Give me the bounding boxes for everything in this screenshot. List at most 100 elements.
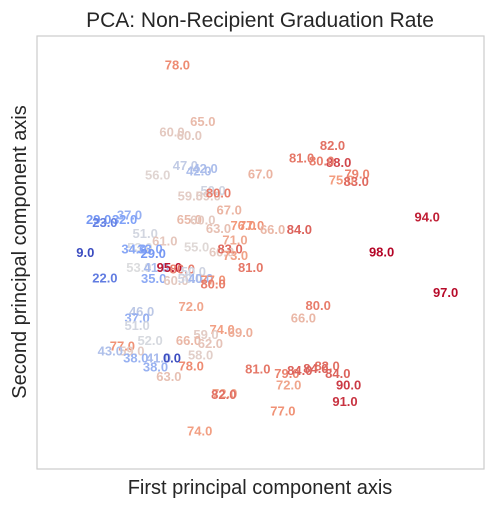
point-label: 65.0 — [177, 212, 202, 227]
point-label: 65.0 — [190, 114, 215, 129]
x-axis-label: First principal component axis — [128, 477, 393, 499]
point-label: 77.0 — [239, 218, 264, 233]
point-label: 90.0 — [336, 378, 361, 393]
data-points: 78.065.060.060.082.081.0 88.080.047.042.0… — [76, 58, 458, 439]
point-label: 35.0 — [141, 271, 166, 286]
point-label: 22.0 — [92, 270, 117, 285]
point-label: 60.0 — [177, 128, 202, 143]
y-axis-label: Second principal component axis — [9, 105, 31, 399]
point-label: 42.0 — [186, 163, 211, 178]
point-label: 88.0 — [326, 155, 351, 170]
point-label: 33.0 — [137, 241, 162, 256]
point-label: 9.0 — [76, 245, 94, 260]
point-label: 37.0 — [124, 311, 149, 326]
point-label: 79.0 — [344, 166, 369, 181]
point-label: 66.0 — [291, 311, 316, 326]
point-label: 80.0 — [200, 276, 225, 291]
point-label: 83.0 — [344, 174, 369, 189]
point-label: 69.0 — [228, 325, 253, 340]
point-label: 95.0 — [157, 260, 182, 275]
point-label: 40.0 — [188, 271, 213, 286]
point-label: 72.0 — [212, 386, 237, 401]
point-label: 59.0 — [119, 344, 144, 359]
point-label: 56.0 — [145, 167, 170, 182]
point-label: 32.0 — [112, 212, 137, 227]
point-label: 66.0 — [260, 222, 285, 237]
point-label: 83.0 — [217, 241, 242, 256]
point-label: 67.0 — [217, 202, 242, 217]
point-label: 43.0 — [98, 344, 123, 359]
point-label: 60.0 — [209, 244, 234, 259]
point-label: 97.0 — [433, 285, 458, 300]
point-label: 78.0 — [165, 58, 190, 73]
point-label: 50.0 — [178, 271, 203, 286]
point-label: 80.0 — [170, 262, 195, 277]
point-label: 84.0 — [303, 361, 328, 376]
point-label: 77.0 — [200, 273, 225, 288]
point-label: 78.0 — [179, 359, 204, 374]
point-label: 81.0 — [238, 260, 263, 275]
point-label: 77.0 — [110, 338, 135, 353]
plot-area — [36, 35, 485, 470]
point-label: 37.0 — [117, 208, 142, 223]
point-label: 41.0 — [146, 350, 171, 365]
point-label: 82.0 — [211, 387, 236, 402]
point-label: 60.0 — [190, 213, 215, 228]
point-label: 47.0 — [173, 158, 198, 173]
chart-title: PCA: Non-Recipient Graduation Rate — [86, 9, 434, 32]
point-label: 42.0 — [192, 161, 217, 176]
point-label: 80.0 — [206, 185, 231, 200]
point-label: 73.0 — [223, 248, 248, 263]
point-label: 74.0 — [187, 424, 212, 439]
point-label: 29.0 — [86, 212, 111, 227]
point-label: 84.0 — [287, 222, 312, 237]
point-label: 84.0 — [287, 363, 312, 378]
point-label: 80.0 — [306, 298, 331, 313]
point-label: 81.0 — [245, 362, 270, 377]
point-label: 59.0 — [178, 189, 203, 204]
point-label: 82.0 — [314, 359, 339, 374]
point-label: 81.0 — [289, 150, 314, 165]
point-label: 0.0 — [163, 350, 181, 365]
point-label: 80.0 — [309, 153, 334, 168]
point-label: 91.0 — [332, 394, 357, 409]
point-label: 72.0 — [276, 378, 301, 393]
point-label: 23.0 — [92, 215, 117, 230]
point-label: 41.0 — [144, 260, 169, 275]
point-label: 76.0 — [230, 218, 255, 233]
point-label: 84.0 — [325, 366, 350, 381]
point-label: 51.0 — [124, 318, 149, 333]
point-label: 34.0 — [121, 241, 146, 256]
point-label: 66.0 — [176, 333, 201, 348]
point-label: 77.0 — [270, 404, 295, 419]
point-label: 62.0 — [198, 336, 223, 351]
point-label: 71.0 — [222, 233, 247, 248]
point-label: 67.0 — [248, 166, 273, 181]
point-label: 29.0 — [141, 246, 166, 261]
point-label: 53.0 — [126, 260, 151, 275]
point-label: 38.0 — [123, 350, 148, 365]
point-label: 51.0 — [133, 226, 158, 241]
point-label: 61.0 — [152, 234, 177, 249]
point-label: 72.0 — [179, 299, 204, 314]
point-label: 50.0 — [200, 183, 225, 198]
point-label: 59.0 — [193, 327, 218, 342]
point-label: 46.0 — [129, 304, 154, 319]
point-label: 75.0 — [329, 173, 354, 188]
point-label: 94.0 — [415, 210, 440, 225]
point-label: 63.0 — [206, 221, 231, 236]
point-label: 58.0 — [188, 347, 213, 362]
point-label: 52.0 — [137, 333, 162, 348]
point-label: 74.0 — [209, 322, 234, 337]
point-label: 38.0 — [143, 360, 168, 375]
point-label: 79.0 — [274, 366, 299, 381]
point-label: 53.0 — [127, 240, 152, 255]
point-label: 59.0 — [196, 189, 221, 204]
point-label: 82.0 — [320, 138, 345, 153]
point-label: 60.0 — [163, 273, 188, 288]
point-label: 63.0 — [156, 369, 181, 384]
point-label: 55.0 — [184, 240, 209, 255]
point-label: 60.0 — [159, 124, 184, 139]
point-label: 98.0 — [369, 244, 394, 259]
